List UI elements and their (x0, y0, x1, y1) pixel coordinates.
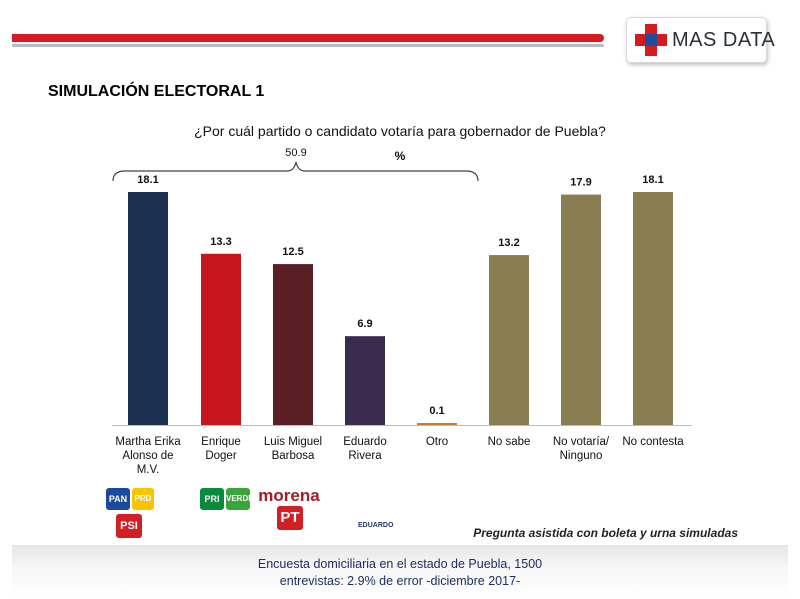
bar-0 (128, 192, 168, 425)
bar-4 (417, 423, 457, 425)
footer-line-2: entrevistas: 2.9% de error -diciembre 20… (279, 574, 521, 588)
chart-title: ¿Por cuál partido o candidato votaría pa… (194, 123, 606, 139)
value-label-5: 13.2 (498, 237, 519, 249)
value-label-7: 18.1 (642, 174, 663, 186)
category-label-3: Eduardo Rivera (343, 436, 386, 462)
category-label-7: No contesta (622, 436, 684, 448)
bar-2 (273, 264, 313, 425)
brand-logo: MAS DATA (626, 17, 775, 63)
category-label-2: Luis Miguel Barbosa (264, 436, 322, 462)
value-label-3: 6.9 (357, 318, 372, 330)
chart-note: Pregunta asistida con boleta y urna simu… (473, 526, 738, 540)
bars-group: 18.1 Martha Erika Alonso de M.V. 13.3 Enrique… (112, 174, 692, 476)
header-red-bar (12, 34, 604, 42)
header-gray-bar (12, 44, 604, 47)
footer-text: Encuesta domiciliaria en el estado de Pu… (0, 556, 800, 590)
value-label-0: 18.1 (137, 174, 158, 186)
party-logo-pt: PT (277, 506, 303, 530)
value-label-4: 0.1 (429, 405, 444, 417)
footer-line-1: Encuesta domiciliaria en el estado de Pu… (257, 557, 543, 571)
unit-label: % (395, 149, 406, 163)
category-label-5: No sabe (488, 436, 531, 448)
bar-1 (201, 253, 241, 425)
party-logo-morena: morena (258, 486, 320, 505)
bracket-line (112, 161, 479, 182)
party-logo-eduardo: EDUARDO (358, 522, 394, 529)
bar-3 (345, 336, 385, 425)
bracket-annotation: 50.9% (112, 147, 479, 182)
bracket-value: 50.9 (285, 147, 306, 159)
brand-name: MAS DATA (672, 29, 776, 51)
category-label-6: No votaría/Ninguno (553, 436, 610, 462)
party-logo-pan: PAN (106, 488, 130, 510)
party-logo-pri: PRI (200, 488, 224, 510)
bar-6 (561, 194, 601, 425)
footer-band (12, 545, 788, 599)
bar-5 (489, 255, 529, 425)
bar-chart: 50.9% 18.1 Martha Erika Alonso de M.V. 13.3 E… (112, 147, 692, 476)
party-logo-prd: PRD (132, 488, 154, 510)
category-label-4: Otro (426, 436, 448, 448)
bar-7 (633, 192, 673, 425)
value-label-1: 13.3 (210, 236, 231, 248)
value-label-6: 17.9 (570, 177, 591, 189)
medical-cross-icon (635, 24, 667, 56)
party-logo-psi: PSI (116, 514, 142, 538)
category-label-1: Enrique Doger (201, 436, 241, 462)
party-logo-verde: VERDE (226, 488, 254, 510)
value-label-2: 12.5 (282, 246, 303, 258)
category-label-0: Martha Erika Alonso de M.V. (115, 436, 181, 476)
section-title: SIMULACIÓN ELECTORAL 1 (48, 83, 265, 100)
